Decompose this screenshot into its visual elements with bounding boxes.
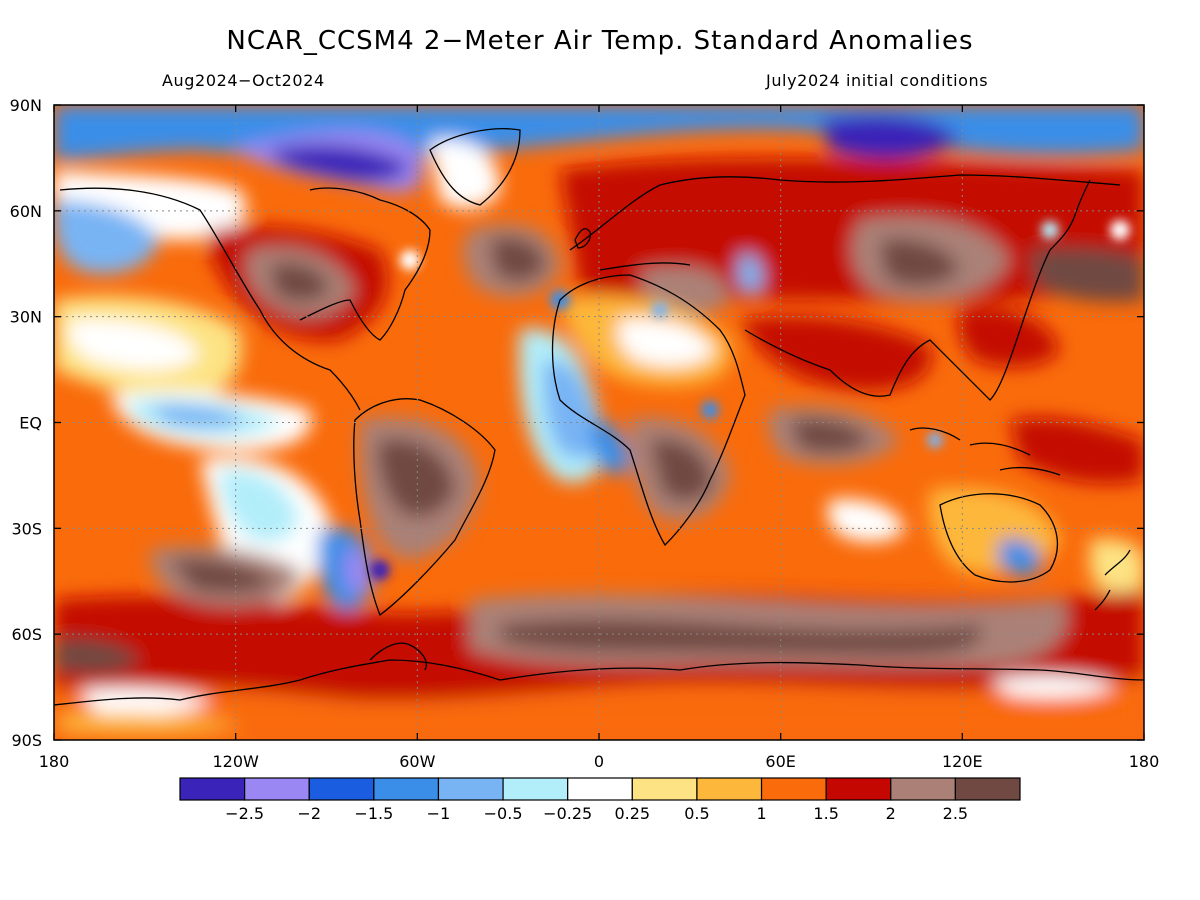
lon-tick-label: 180 <box>1129 752 1160 771</box>
colorbar-label: −2 <box>297 804 321 823</box>
lon-tick-label: 180 <box>39 752 70 771</box>
colorbar-label: −1.5 <box>354 804 393 823</box>
colorbar: −2.5 −2 −1.5 −1 −0.5 −0.25 0.25 0.5 1 1.5 2 2.5 <box>179 777 1021 823</box>
lat-tick-label: EQ <box>19 414 42 433</box>
lon-tick-label: 0 <box>594 752 604 771</box>
colorbar-swatch <box>696 777 763 801</box>
initial-conditions: July2024 initial conditions <box>766 71 989 90</box>
lat-tick-label: 90S <box>11 731 42 750</box>
colorbar-swatch <box>502 777 569 801</box>
lat-tick-label: 30N <box>10 308 42 327</box>
map-title: NCAR_CCSM4 2−Meter Air Temp. Standard An… <box>226 26 974 56</box>
colorbar-swatch <box>825 777 892 801</box>
lon-tick-label: 60W <box>399 752 435 771</box>
colorbar-swatch <box>890 777 956 801</box>
colorbar-label: 2.5 <box>943 804 968 823</box>
lat-tick-label: 30S <box>11 519 42 538</box>
colorbar-label: 0.25 <box>614 804 650 823</box>
anomaly-field <box>54 105 1144 740</box>
colorbar-label: −0.5 <box>484 804 523 823</box>
colorbar-swatch <box>631 777 698 801</box>
colorbar-label: 1 <box>756 804 766 823</box>
colorbar-swatch <box>567 777 633 801</box>
colorbar-swatch <box>244 777 310 801</box>
grid-lines <box>54 105 1144 740</box>
colorbar-label: 2 <box>886 804 896 823</box>
forecast-period: Aug2024−Oct2024 <box>162 71 325 90</box>
map-axes: 90N 60N 30N EQ 30S 60S 90S 180 120W 60W 0 60E 120E 18… <box>10 96 1160 771</box>
colorbar-swatch <box>308 777 375 801</box>
colorbar-swatch <box>954 777 1021 801</box>
colorbar-label: −0.25 <box>543 804 592 823</box>
lat-tick-label: 60N <box>10 202 42 221</box>
colorbar-label: 1.5 <box>813 804 838 823</box>
colorbar-label: 0.5 <box>684 804 709 823</box>
colorbar-swatch <box>437 777 504 801</box>
map-area <box>54 105 1144 740</box>
coastlines <box>54 128 1144 706</box>
lon-tick-label: 120W <box>212 752 259 771</box>
colorbar-label: −2.5 <box>225 804 264 823</box>
lat-tick-label: 90N <box>10 96 42 115</box>
colorbar-swatch <box>373 777 440 801</box>
lon-tick-label: 60E <box>765 752 795 771</box>
colorbar-label: −1 <box>427 804 451 823</box>
lat-tick-label: 60S <box>11 625 42 644</box>
colorbar-swatch <box>760 777 827 801</box>
lon-tick-label: 120E <box>942 752 983 771</box>
colorbar-swatch <box>179 777 246 801</box>
